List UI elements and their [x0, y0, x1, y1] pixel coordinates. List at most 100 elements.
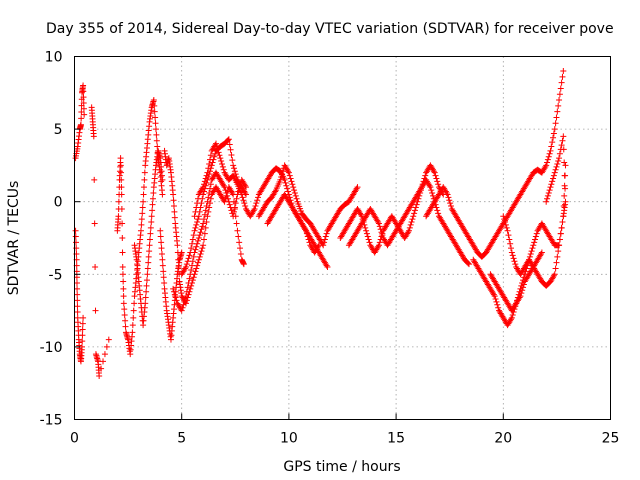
data-point [253, 200, 260, 207]
data-point [291, 189, 298, 196]
data-point [232, 171, 239, 178]
data-point [513, 300, 520, 307]
data-point [153, 137, 160, 144]
data-point [240, 261, 247, 268]
data-point [174, 249, 181, 256]
data-point [237, 245, 244, 252]
data-point [550, 175, 557, 182]
data-point [214, 146, 221, 153]
data-point [194, 240, 201, 247]
data-point [379, 232, 386, 239]
data-point [140, 191, 147, 198]
data-point [189, 236, 196, 243]
data-point [72, 227, 79, 234]
data-point [154, 143, 161, 150]
data-point [74, 309, 81, 316]
data-point [502, 219, 509, 226]
data-point [158, 250, 165, 257]
data-point [195, 235, 202, 241]
data-point [238, 191, 245, 198]
data-point [293, 195, 300, 202]
data-point [170, 288, 177, 295]
data-point [120, 278, 127, 285]
data-point [141, 176, 148, 183]
data-point [375, 242, 382, 249]
data-point [411, 210, 418, 217]
data-point [444, 191, 451, 198]
series-burst-4h-up [161, 147, 247, 307]
series-track-18-21-low [470, 249, 545, 329]
data-point [149, 201, 156, 208]
data-point [146, 242, 153, 249]
data-point [289, 181, 296, 188]
data-point [185, 280, 192, 287]
data-point [200, 220, 207, 227]
data-point [528, 248, 535, 255]
data-point [201, 178, 208, 185]
x-axis-ticks: 0 5 10 15 20 25 [70, 413, 619, 447]
data-point [179, 304, 186, 311]
data-point [529, 245, 536, 252]
data-point [160, 268, 167, 275]
data-point [552, 166, 559, 173]
data-point [80, 94, 87, 101]
data-point [117, 155, 124, 162]
data-point [557, 230, 564, 237]
data-point [546, 187, 553, 194]
data-point [193, 221, 200, 228]
data-point [290, 184, 297, 191]
data-point [427, 184, 434, 191]
data-point [544, 192, 551, 199]
data-point [200, 242, 207, 249]
data-point [428, 187, 435, 194]
data-point [119, 271, 126, 278]
data-point [250, 207, 257, 214]
data-point [74, 303, 81, 310]
data-point [81, 111, 88, 118]
data-point [119, 220, 126, 227]
data-point [217, 155, 224, 162]
data-point [377, 226, 384, 233]
data-point [170, 285, 177, 292]
data-point [72, 233, 79, 240]
data-point [201, 230, 208, 237]
series-early-lower [72, 227, 87, 365]
data-point [561, 172, 568, 179]
data-point [194, 262, 201, 269]
data-point [530, 242, 537, 249]
data-point [206, 160, 213, 167]
data-point [501, 216, 508, 223]
data-point [225, 136, 232, 143]
data-point [304, 233, 311, 240]
data-point [435, 181, 442, 188]
data-point [200, 184, 207, 191]
data-point [79, 320, 86, 327]
data-point [562, 185, 569, 192]
data-point [178, 307, 185, 314]
data-point [197, 250, 204, 257]
data-point [216, 152, 223, 159]
data-point [152, 114, 159, 121]
data-point [426, 182, 433, 189]
data-point [118, 176, 125, 183]
data-point [512, 261, 519, 268]
data-point [91, 220, 98, 227]
data-point [221, 184, 228, 191]
data-point [223, 189, 230, 196]
data-point [517, 285, 524, 292]
data-point [211, 153, 218, 160]
data-point [203, 172, 210, 179]
data-point [192, 224, 199, 231]
data-point [242, 189, 249, 196]
data-point [80, 88, 87, 95]
data-point [375, 219, 382, 226]
data-point [560, 133, 567, 140]
series-burst-2h [114, 97, 166, 358]
data-point [225, 198, 232, 205]
data-point [159, 262, 166, 269]
data-point [556, 91, 563, 98]
data-point [324, 264, 331, 271]
data-point [321, 236, 328, 243]
data-point [118, 191, 125, 198]
data-point [446, 197, 453, 204]
